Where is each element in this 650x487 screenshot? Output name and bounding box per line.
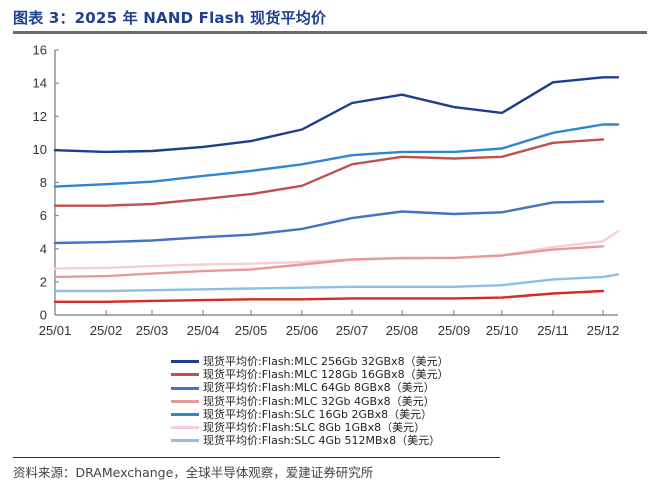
legend-swatch	[171, 360, 199, 364]
series-line-5	[53, 230, 620, 270]
source-note: 资料来源：DRAMexchange，全球半导体观察，爱建证券研究所	[13, 465, 374, 480]
series-line-7	[53, 289, 605, 303]
legend-swatch	[171, 373, 199, 377]
x-tick-label: 25/07	[336, 323, 369, 336]
legend-label: 现货平均价:Flash:SLC 16Gb 2GBx8（美元）	[203, 407, 433, 421]
legend-item: 现货平均价:Flash:SLC 8Gb 1GBx8（美元）	[171, 421, 449, 434]
y-tick-label: 10	[33, 142, 47, 157]
series-lines	[53, 76, 620, 303]
x-tick-label: 25/10	[486, 323, 519, 336]
axes: 0 2 4 6 8 10 12 14 16 25/01 25/02 25/03 25/04 25/05 25…	[33, 43, 620, 337]
x-tick-label: 25/04	[187, 323, 220, 336]
legend-item: 现货平均价:Flash:SLC 4Gb 512MBx8（美元）	[171, 434, 449, 447]
chart-legend: 现货平均价:Flash:MLC 256Gb 32GBx8（美元） 现货平均价:Fl…	[171, 355, 449, 447]
legend-label: 现货平均价:Flash:SLC 8Gb 1GBx8（美元）	[203, 421, 426, 435]
legend-label: 现货平均价:Flash:MLC 256Gb 32GBx8（美元）	[203, 355, 449, 368]
legend-item: 现货平均价:Flash:SLC 16Gb 2GBx8（美元）	[171, 408, 449, 421]
series-line-0	[53, 76, 620, 154]
legend-label: 现货平均价:Flash:MLC 64Gb 8GBx8（美元）	[203, 381, 435, 395]
x-tick-label: 25/11	[537, 323, 569, 336]
x-tick-label: 25/03	[136, 323, 169, 336]
y-tick-label: 12	[33, 109, 47, 124]
legend-swatch	[171, 386, 199, 390]
y-tick-label: 14	[33, 76, 47, 91]
x-tick-label: 25/01	[39, 323, 72, 336]
legend-label: 现货平均价:Flash:MLC 32Gb 4GBx8（美元）	[203, 394, 435, 408]
legend-swatch	[171, 426, 199, 430]
legend-item: 现货平均价:Flash:MLC 32Gb 4GBx8（美元）	[171, 395, 449, 408]
legend-swatch	[171, 399, 199, 403]
series-line-6	[53, 273, 620, 293]
x-tick-label: 25/12	[587, 323, 620, 336]
legend-swatch	[171, 412, 199, 416]
chart-title: 图表 3：2025 年 NAND Flash 现货平均价	[13, 9, 327, 27]
y-tick-label: 16	[33, 43, 47, 58]
series-line-2	[53, 200, 605, 245]
legend-label: 现货平均价:Flash:MLC 128Gb 16GBx8（美元）	[203, 368, 449, 382]
legend-item: 现货平均价:Flash:MLC 128Gb 16GBx8（美元）	[171, 368, 449, 381]
series-line-1	[53, 138, 605, 207]
y-tick-label: 2	[40, 274, 47, 289]
line-chart: 0 2 4 6 8 10 12 14 16 25/01 25/02 25/03 25/04 25/05 25…	[33, 43, 620, 337]
x-tick-label: 25/08	[386, 323, 419, 336]
legend-item: 现货平均价:Flash:MLC 64Gb 8GBx8（美元）	[171, 381, 449, 394]
y-tick-label: 6	[40, 208, 47, 223]
y-tick-label: 8	[40, 175, 47, 190]
footer-divider	[13, 457, 500, 458]
legend-item: 现货平均价:Flash:MLC 256Gb 32GBx8（美元）	[171, 355, 449, 368]
legend-label: 现货平均价:Flash:SLC 4Gb 512MBx8（美元）	[203, 434, 441, 448]
x-tick-label: 25/09	[438, 323, 471, 336]
x-tick-label: 25/06	[286, 323, 319, 336]
title-divider	[13, 31, 647, 34]
series-line-4	[53, 123, 620, 188]
series-line-3	[53, 245, 605, 279]
y-tick-label: 4	[40, 241, 47, 256]
legend-swatch	[171, 439, 199, 443]
y-tick-label: 0	[40, 308, 47, 323]
x-tick-label: 25/02	[90, 323, 123, 336]
x-tick-label: 25/05	[235, 323, 268, 336]
